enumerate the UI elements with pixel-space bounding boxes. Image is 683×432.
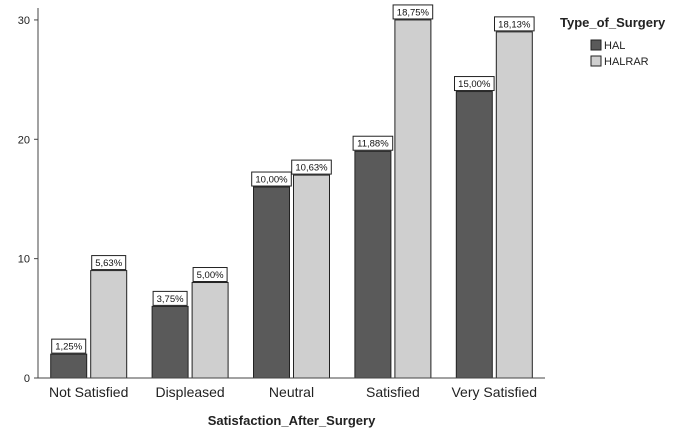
x-axis-categories: Not Satisfied Displeased Neutral Satisfied V… [49,384,537,400]
data-label: 1,25% [55,342,82,353]
bar-hal-1 [151,305,189,379]
y-tick-label: 30 [18,15,30,27]
data-label: 3,75% [157,294,184,305]
x-category-label: Neutral [269,384,314,400]
data-label: 5,63% [95,258,122,269]
x-category-label: Satisfied [366,384,420,400]
bar-hal-3 [354,150,392,379]
data-label: 10,63% [295,163,328,174]
data-label-box [251,171,292,187]
bar-hal-0 [50,353,88,379]
data-label-box [352,135,394,151]
x-axis-title: Satisfaction_After_Surgery [208,413,376,428]
data-label-box [152,290,188,306]
data-label-box [91,255,127,271]
data-label-box [291,159,332,175]
bars [50,19,533,379]
data-label: 11,88% [357,139,389,150]
x-category-label: Not Satisfied [49,384,128,400]
y-tick-label: 20 [18,134,30,146]
legend-swatch-halrar [590,55,602,67]
x-category-label: Displeased [155,384,224,400]
data-labels: 1,25% 5,63% 3,75% 5,00% 10,00% 10,63% 11,88% 18… [51,4,535,354]
data-label-box [192,267,228,283]
bar-halrar-0 [90,270,128,379]
bar-halrar-3 [394,19,432,379]
legend-label-halrar: HALRAR [604,56,649,68]
legend-title: Type_of_Surgery [560,15,666,30]
bar-hal-2 [253,186,290,379]
data-label: 15,00% [458,79,491,90]
data-label: 10,00% [255,175,288,186]
y-tick-label: 0 [24,373,30,385]
data-label: 18,75% [397,7,430,18]
data-label-box [392,4,434,20]
data-label-box [51,338,87,354]
x-category-label: Very Satisfied [451,384,537,400]
legend: Type_of_Surgery HAL HALRAR [560,15,666,68]
bar-hal-4 [455,91,493,379]
y-axis-ticks: 0 10 20 30 [18,15,38,385]
data-label-box [494,16,535,32]
data-label-box [454,76,495,92]
data-label: 5,00% [197,270,224,281]
legend-label-hal: HAL [604,40,625,52]
bar-halrar-2 [293,174,330,379]
bar-halrar-1 [191,282,229,379]
y-tick-label: 10 [18,254,30,266]
bar-halrar-4 [495,31,533,379]
legend-swatch-hal [590,39,602,51]
data-label: 18,13% [498,19,531,30]
